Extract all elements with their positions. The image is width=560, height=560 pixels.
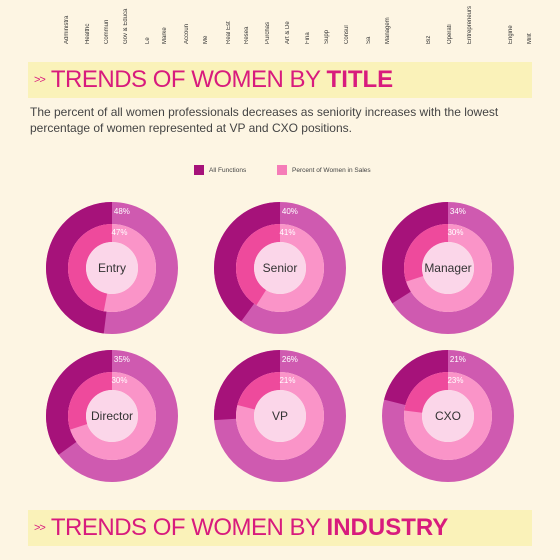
donut-center bbox=[422, 242, 474, 294]
outer-ring-value-arc bbox=[382, 202, 448, 304]
donut-svg bbox=[382, 350, 514, 482]
donut-svg bbox=[214, 350, 346, 482]
legend-swatch-women-in-sales bbox=[277, 165, 287, 175]
industry-label: Engine bbox=[508, 25, 514, 44]
donut-vp: 26% 21% VP bbox=[214, 350, 346, 482]
industry-label: Healthc bbox=[85, 23, 91, 44]
donut-svg bbox=[382, 202, 514, 334]
industry-label: Gov & Educa bbox=[123, 8, 129, 44]
industry-label: Operati bbox=[447, 24, 453, 44]
outer-percent-label: 35% bbox=[113, 354, 130, 364]
industry-label: Art & De bbox=[285, 21, 291, 44]
donut-center-label: Entry bbox=[97, 261, 126, 275]
industry-label: Le bbox=[145, 37, 151, 44]
industry-label: Managem bbox=[385, 17, 391, 44]
industry-label: Me bbox=[203, 35, 209, 44]
industry-label: Milit bbox=[527, 33, 533, 44]
donut-director: 35% 30% Director bbox=[46, 350, 178, 482]
chevron-icon: >> bbox=[34, 522, 46, 534]
industry-label: Resea bbox=[244, 26, 250, 44]
donut-center bbox=[422, 390, 474, 442]
inner-percent-label: 30% bbox=[111, 375, 128, 385]
section-title-bold: TITLE bbox=[326, 66, 394, 93]
inner-percent-label: 41% bbox=[279, 227, 296, 237]
inner-percent-label: 21% bbox=[279, 375, 296, 385]
legend-label-women-in-sales: Percent of Women in Sales bbox=[292, 167, 371, 174]
donut-svg bbox=[46, 350, 178, 482]
inner-percent-label: 23% bbox=[447, 375, 464, 385]
donut-center-label: Senior bbox=[262, 261, 298, 275]
donut-center-label: VP bbox=[271, 409, 288, 423]
outer-ring-rest bbox=[382, 350, 514, 482]
industry-label: Purchas bbox=[265, 21, 271, 44]
section-title-bold: INDUSTRY bbox=[326, 514, 449, 541]
outer-percent-label: 40% bbox=[281, 206, 298, 216]
section-description: The percent of all women professionals d… bbox=[30, 105, 499, 135]
industry-label: Administra bbox=[64, 15, 70, 44]
donut-center-label: Manager bbox=[424, 261, 472, 275]
donut-center-label: Director bbox=[90, 409, 133, 423]
outer-ring-value-arc bbox=[46, 202, 112, 334]
section-title-light: TRENDS OF WOMEN BY bbox=[50, 514, 321, 541]
industry-label: Accoun bbox=[184, 23, 190, 44]
industry-label: Real Est bbox=[226, 21, 232, 44]
chevron-icon: >> bbox=[34, 74, 46, 86]
inner-ring-value-arc bbox=[236, 224, 280, 306]
donut-center bbox=[254, 390, 306, 442]
industry-label: Marke bbox=[162, 27, 168, 44]
section-title-light: TRENDS OF WOMEN BY bbox=[50, 66, 321, 93]
inner-ring-value-arc bbox=[404, 224, 448, 282]
section-banner-title: >> TRENDS OF WOMEN BY TITLE bbox=[28, 62, 532, 98]
outer-percent-label: 26% bbox=[281, 354, 298, 364]
donut-center bbox=[86, 242, 138, 294]
outer-ring-value-arc bbox=[214, 350, 280, 421]
industry-label: Consul bbox=[344, 25, 350, 44]
outer-ring-value-arc bbox=[46, 350, 112, 455]
inner-ring-value-arc bbox=[67, 224, 112, 312]
donut-center bbox=[254, 242, 306, 294]
legend-label-all-functions: All Functions bbox=[209, 167, 247, 174]
industry-label: Fina bbox=[305, 32, 311, 44]
inner-ring-rest bbox=[404, 372, 492, 460]
outer-percent-label: 48% bbox=[113, 206, 130, 216]
inner-ring-rest bbox=[236, 372, 324, 460]
donut-center bbox=[86, 390, 138, 442]
outer-percent-label: 34% bbox=[449, 206, 466, 216]
donut-manager: 34% 30% Manager bbox=[382, 202, 514, 334]
legend-swatch-all-functions bbox=[194, 165, 204, 175]
outer-percent-label: 21% bbox=[449, 354, 466, 364]
donut-svg bbox=[214, 202, 346, 334]
industry-label: Commun bbox=[104, 19, 110, 44]
outer-ring-value-arc bbox=[384, 350, 448, 406]
donut-svg bbox=[46, 202, 178, 334]
inner-percent-label: 47% bbox=[111, 227, 128, 237]
inner-ring-value-arc bbox=[404, 372, 448, 413]
industry-label: Sa bbox=[366, 36, 372, 44]
inner-percent-label: 30% bbox=[447, 227, 464, 237]
outer-ring-value-arc bbox=[214, 202, 280, 322]
inner-ring-value-arc bbox=[237, 372, 280, 410]
industry-label: Biz bbox=[426, 35, 432, 44]
industry-label: Entrepreneurs bbox=[467, 5, 473, 44]
industry-axis-labels: Administra Healthc Commun Gov & Educa Le Mark… bbox=[0, 0, 560, 48]
section-banner-industry: >> TRENDS OF WOMEN BY INDUSTRY bbox=[28, 510, 532, 546]
chart-legend: All Functions Percent of Women in Sales bbox=[0, 163, 560, 177]
inner-ring-value-arc bbox=[68, 372, 112, 430]
donut-senior: 40% 41% Senior bbox=[214, 202, 346, 334]
donut-center-label: CXO bbox=[434, 409, 461, 423]
industry-label: Supp bbox=[324, 29, 330, 44]
donut-cxo: 21% 23% CXO bbox=[382, 350, 514, 482]
donut-entry: 48% 47% Entry bbox=[46, 202, 178, 334]
